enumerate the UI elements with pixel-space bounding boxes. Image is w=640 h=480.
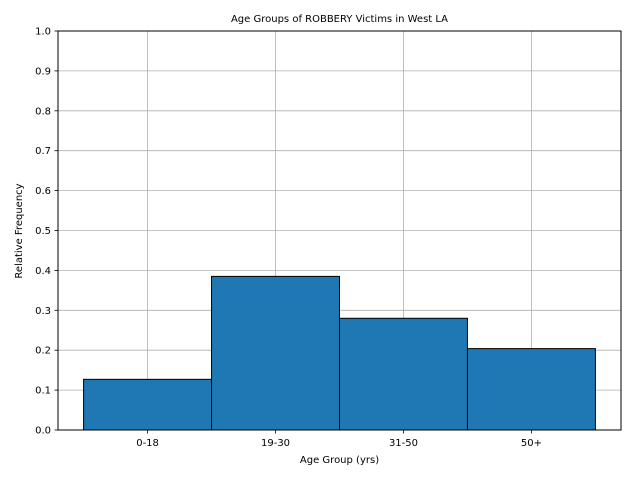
y-tick-label: 0.8	[35, 106, 51, 117]
bar-0-18	[83, 378, 213, 431]
y-tick-label: 1.0	[35, 27, 51, 38]
y-tick-label: 0.7	[35, 146, 51, 157]
x-tick-label: 31-50	[389, 438, 418, 449]
y-tick-label: 0.3	[35, 306, 51, 317]
y-tick-label: 0.0	[35, 426, 51, 437]
y-tick-label: 0.1	[35, 386, 51, 397]
x-axis-title: Age Group (yrs)	[300, 455, 379, 466]
x-tick-label: 50+	[521, 438, 542, 449]
y-axis-title: Relative Frequency	[14, 183, 25, 278]
bar-31-50	[339, 317, 468, 431]
y-tick-label: 0.5	[35, 226, 51, 237]
chart-title: Age Groups of ROBBERY Victims in West LA	[231, 14, 448, 25]
y-tick-label: 0.9	[35, 66, 51, 77]
bars	[83, 275, 596, 431]
x-tick-label: 0-18	[136, 438, 159, 449]
x-axis-ticks: 0-18 19-30 31-50 50+	[136, 430, 542, 449]
bar-50+	[466, 348, 596, 431]
x-tick-label: 19-30	[261, 438, 290, 449]
y-tick-label: 0.6	[35, 186, 51, 197]
y-tick-label: 0.4	[35, 266, 51, 277]
bar-19-30	[211, 275, 340, 431]
y-tick-label: 0.2	[35, 346, 51, 357]
y-axis-ticks: 0.0 0.1 0.2 0.3 0.4 0.5 0.6 0.7 0.8 0.9 1.0	[35, 27, 58, 437]
